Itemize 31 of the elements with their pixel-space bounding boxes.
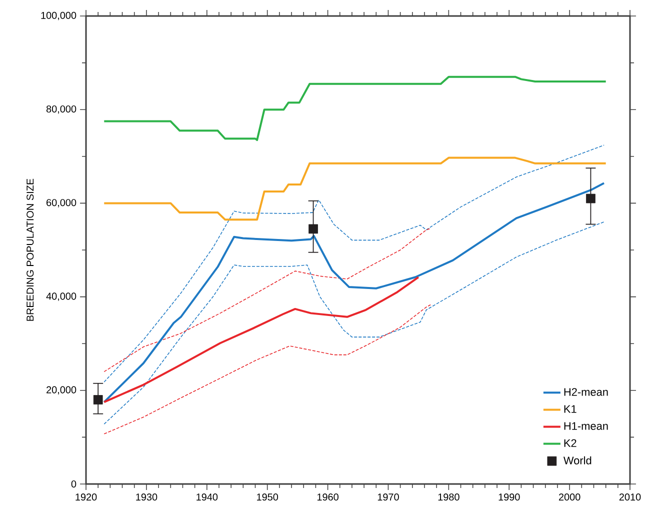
x-tick-label: 1980 bbox=[438, 494, 460, 501]
x-tick-label: 1920 bbox=[76, 494, 97, 501]
x-tick-label: 1940 bbox=[196, 494, 218, 501]
line-series bbox=[103, 156, 607, 221]
legend-label: H2-mean bbox=[564, 388, 608, 396]
y-tick-label: 100,000 bbox=[41, 12, 76, 20]
y-tick-label: 20,000 bbox=[46, 386, 76, 395]
point bbox=[586, 194, 596, 204]
x-tick-label: 2000 bbox=[558, 494, 580, 501]
y-tick-label: 0 bbox=[71, 480, 76, 488]
line-series bbox=[103, 76, 607, 142]
line-series bbox=[104, 304, 431, 434]
y-axis-title: BREEDING POPULATION SIZE bbox=[26, 178, 34, 321]
x-tick-label: 1930 bbox=[136, 494, 158, 501]
legend-label: H1-mean bbox=[564, 422, 608, 430]
y-tick-label: 40,000 bbox=[46, 292, 76, 301]
x-tick-label: 1960 bbox=[317, 494, 338, 501]
point bbox=[93, 395, 103, 404]
point bbox=[308, 224, 318, 234]
x-tick-label: 2010 bbox=[619, 494, 641, 501]
x-tick-label: 1970 bbox=[378, 494, 399, 501]
x-tick-label: 1990 bbox=[498, 494, 520, 501]
y-tick-label: 60,000 bbox=[46, 199, 76, 208]
legend-label: K2 bbox=[564, 439, 576, 447]
line-series bbox=[103, 276, 420, 404]
line-series bbox=[104, 144, 604, 382]
x-tick-label: 1950 bbox=[257, 494, 278, 501]
y-tick-label: 80,000 bbox=[46, 105, 76, 114]
legend-label: World bbox=[563, 456, 592, 464]
legend-label: K1 bbox=[564, 405, 576, 413]
line-series bbox=[104, 228, 431, 372]
